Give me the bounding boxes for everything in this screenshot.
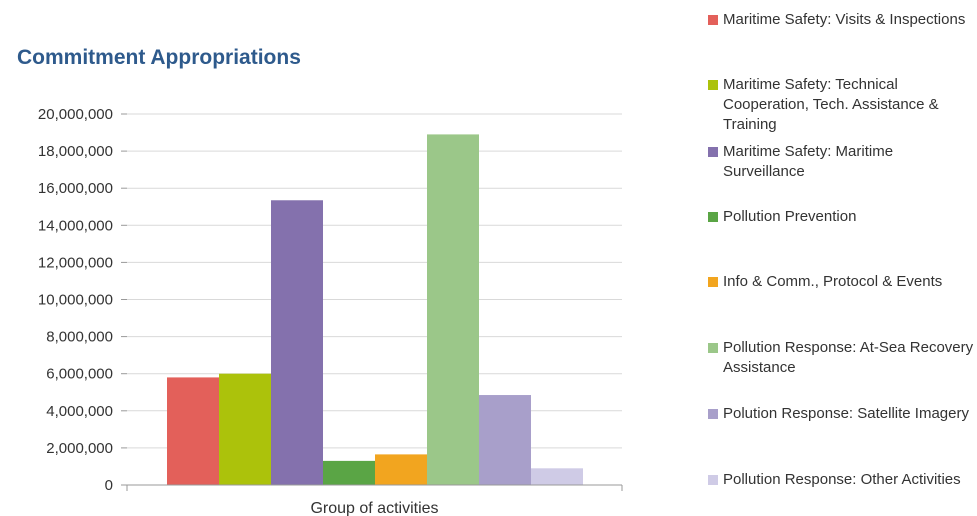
legend-swatch	[708, 409, 718, 419]
legend-swatch	[708, 277, 718, 287]
y-tick-label: 8,000,000	[46, 329, 113, 346]
legend-item: Maritime Safety: Visits & Inspections	[708, 10, 977, 30]
y-tick-label: 4,000,000	[46, 403, 113, 420]
chart-title: Commitment Appropriations	[17, 46, 301, 69]
legend-label: Maritime Safety: Visits & Inspections	[723, 11, 966, 28]
legend-label: Maritime Safety: Technical Cooperation, …	[723, 76, 939, 133]
legend-item: Maritime Safety: Maritime Surveillance	[708, 142, 977, 182]
legend-label: Pollution Response: Other Activities	[723, 471, 961, 488]
legend-swatch	[708, 15, 718, 25]
y-tick-label: 10,000,000	[38, 292, 113, 309]
legend-item: Maritime Safety: Technical Cooperation, …	[708, 75, 977, 135]
bar-1	[167, 377, 219, 485]
y-tick-label: 20,000,000	[38, 106, 113, 123]
bar-6	[427, 134, 479, 485]
y-tick-label: 0	[105, 477, 113, 494]
bar-2	[219, 373, 271, 485]
y-tick-label: 16,000,000	[38, 180, 113, 197]
legend-swatch	[708, 475, 718, 485]
y-axis-ticks: 20,000,000 18,000,000 16,000,000 14,000,000…	[38, 106, 623, 494]
y-tick-label: 2,000,000	[46, 440, 113, 457]
legend-item: Pollution Prevention	[708, 207, 977, 227]
legend-item: Pollution Response: Other Activities	[708, 470, 977, 490]
y-tick-label: 6,000,000	[46, 366, 113, 383]
bar-3	[271, 200, 323, 485]
y-tick-label: 18,000,000	[38, 143, 113, 160]
legend-item: Info & Comm., Protocol & Events	[708, 272, 977, 292]
legend-swatch	[708, 80, 718, 90]
legend-label: Polution Response: Satellite Imagery	[723, 405, 969, 422]
legend-swatch	[708, 147, 718, 157]
legend-label: Pollution Prevention	[723, 208, 857, 225]
legend-swatch	[708, 343, 718, 353]
legend-item: Pollution Response: At-Sea Recovery Assi…	[708, 338, 977, 378]
y-tick-label: 14,000,000	[38, 217, 113, 234]
bar-5	[375, 454, 427, 485]
legend-label: Maritime Safety: Maritime Surveillance	[723, 143, 894, 180]
bars	[167, 134, 583, 485]
x-axis-label: Group of activities	[310, 500, 438, 516]
legend-item: Polution Response: Satellite Imagery	[708, 404, 977, 424]
bar-4	[323, 460, 375, 485]
bar-8	[531, 468, 583, 485]
legend-swatch	[708, 212, 718, 222]
legend-label: Pollution Response: At-Sea Recovery Assi…	[723, 339, 974, 376]
bar-7	[479, 395, 531, 485]
y-tick-label: 12,000,000	[38, 254, 113, 271]
legend-label: Info & Comm., Protocol & Events	[723, 273, 943, 290]
